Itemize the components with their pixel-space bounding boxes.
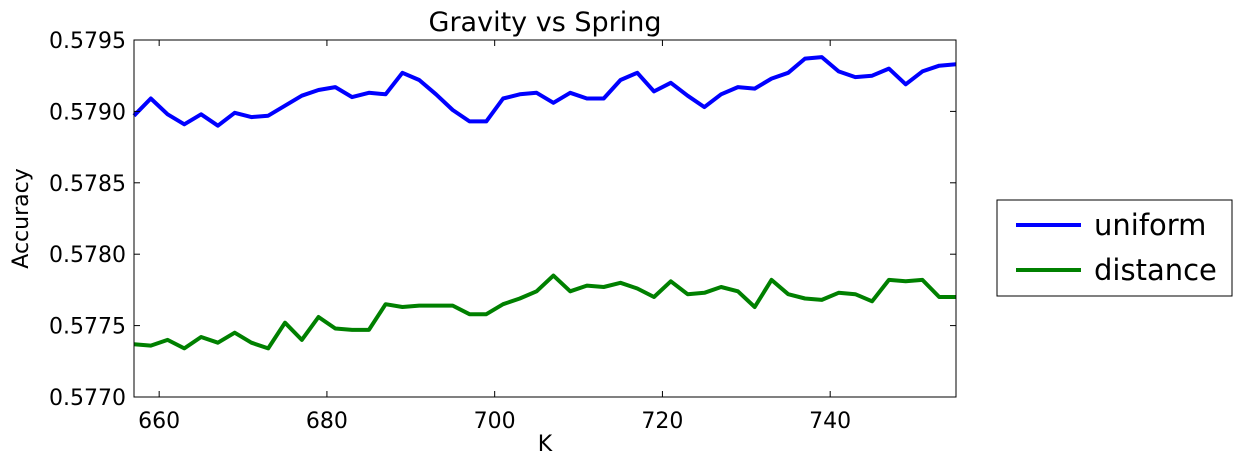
series-layer: [132, 55, 957, 351]
ticks-layer: 660 680 700 720 740 0.5770 0.5775 0.5780 0.5785 0…: [49, 29, 956, 434]
legend: uniform distance: [996, 199, 1233, 297]
x-tick-label: 700: [474, 409, 516, 434]
y-tick-label: 0.5790: [49, 100, 126, 125]
legend-label-uniform: uniform: [1094, 208, 1206, 242]
y-tick-label: 0.5795: [49, 29, 126, 54]
legend-box: [996, 199, 1233, 297]
legend-label-distance: distance: [1094, 253, 1217, 287]
x-axis-label: K: [538, 432, 553, 457]
y-tick-label: 0.5785: [49, 172, 126, 197]
x-tick-label: 740: [809, 409, 851, 434]
chart-title: Gravity vs Spring: [429, 7, 662, 38]
y-tick-label: 0.5775: [49, 315, 126, 340]
y-axis-label: Accuracy: [9, 168, 34, 268]
x-tick-label: 680: [306, 409, 348, 434]
plot-frame: [133, 39, 957, 398]
series-line-distance: [133, 273, 956, 351]
x-tick-label: 660: [138, 409, 180, 434]
y-tick-label: 0.5780: [49, 243, 126, 268]
y-tick-label: 0.5770: [49, 386, 126, 411]
x-tick-label: 720: [641, 409, 683, 434]
series-line-uniform: [132, 55, 957, 128]
